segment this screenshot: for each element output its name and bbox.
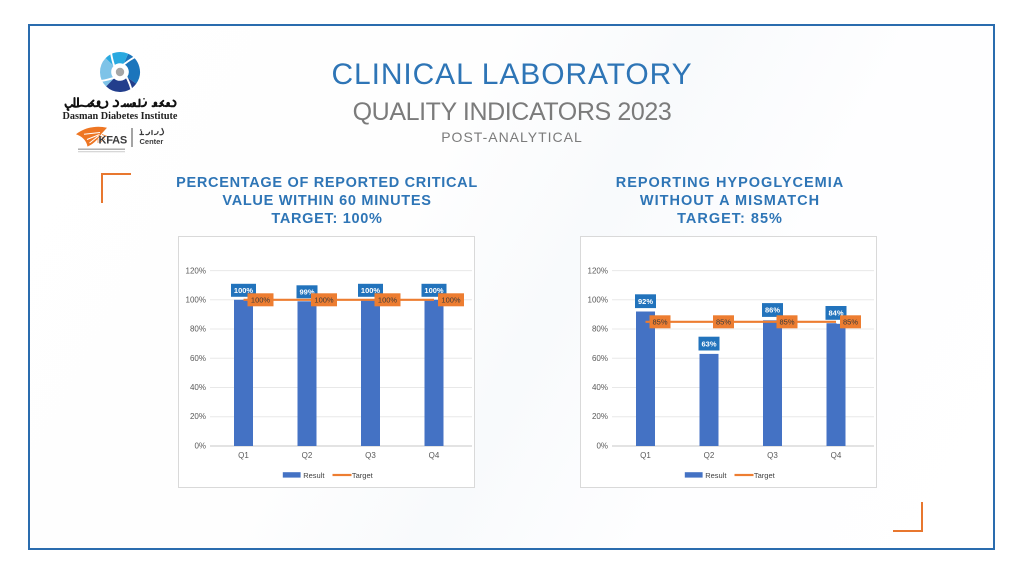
- svg-text:86%: 86%: [765, 306, 780, 315]
- svg-text:Q1: Q1: [640, 451, 651, 460]
- svg-text:Q4: Q4: [429, 451, 440, 460]
- svg-text:Center: Center: [140, 137, 164, 146]
- svg-text:40%: 40%: [190, 383, 206, 392]
- svg-text:120%: 120%: [588, 266, 608, 275]
- svg-text:KFAS: KFAS: [99, 135, 128, 147]
- svg-text:20%: 20%: [592, 412, 608, 421]
- svg-text:100%: 100%: [378, 295, 398, 304]
- svg-text:Q1: Q1: [238, 451, 249, 460]
- svg-text:120%: 120%: [186, 266, 206, 275]
- svg-text:Q2: Q2: [704, 451, 715, 460]
- svg-text:Result: Result: [705, 471, 727, 480]
- svg-text:Q2: Q2: [302, 451, 313, 460]
- svg-text:0%: 0%: [194, 442, 206, 451]
- svg-text:84%: 84%: [828, 309, 843, 318]
- svg-text:92%: 92%: [638, 297, 653, 306]
- svg-text:85%: 85%: [652, 317, 667, 326]
- svg-text:Q4: Q4: [831, 451, 842, 460]
- svg-text:60%: 60%: [592, 354, 608, 363]
- svg-text:100%: 100%: [424, 286, 444, 295]
- svg-text:100%: 100%: [251, 295, 271, 304]
- svg-text:60%: 60%: [190, 354, 206, 363]
- svg-text:100%: 100%: [234, 286, 254, 295]
- svg-text:85%: 85%: [716, 317, 731, 326]
- svg-text:100%: 100%: [588, 295, 608, 304]
- svg-text:63%: 63%: [701, 339, 716, 348]
- svg-text:Target: Target: [754, 471, 776, 480]
- svg-text:100%: 100%: [441, 295, 461, 304]
- svg-text:99%: 99%: [299, 287, 314, 296]
- svg-text:85%: 85%: [843, 317, 858, 326]
- svg-text:40%: 40%: [592, 383, 608, 392]
- svg-text:85%: 85%: [779, 317, 794, 326]
- svg-text:100%: 100%: [361, 286, 381, 295]
- svg-text:0%: 0%: [596, 442, 608, 451]
- svg-text:20%: 20%: [190, 412, 206, 421]
- svg-text:100%: 100%: [314, 295, 334, 304]
- svg-text:80%: 80%: [592, 325, 608, 334]
- svg-text:100%: 100%: [186, 295, 206, 304]
- svg-text:80%: 80%: [190, 325, 206, 334]
- svg-text:Q3: Q3: [767, 451, 778, 460]
- svg-text:Target: Target: [352, 471, 374, 480]
- svg-text:Result: Result: [303, 471, 325, 480]
- svg-text:Q3: Q3: [365, 451, 376, 460]
